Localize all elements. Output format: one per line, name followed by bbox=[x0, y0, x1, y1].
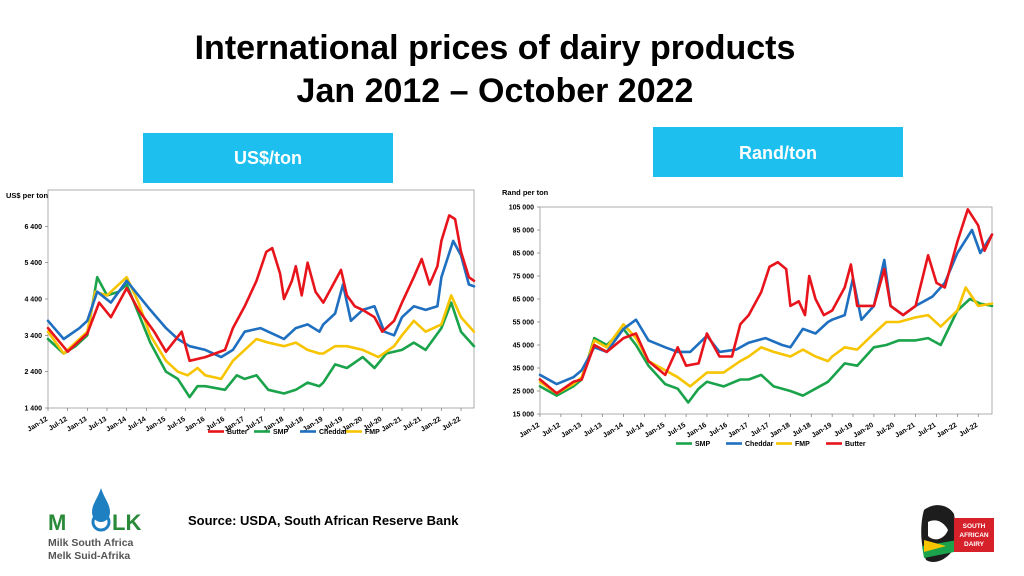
page-title-line2: Jan 2012 – October 2022 bbox=[296, 72, 694, 110]
x-tick-label: Jan-14 bbox=[105, 416, 128, 434]
x-tick-label: Jan-16 bbox=[184, 416, 207, 434]
x-tick-label: Jan-16 bbox=[685, 422, 708, 440]
y-tick-label: 45 000 bbox=[513, 343, 535, 350]
legend-label-butter: Butter bbox=[845, 441, 866, 448]
x-tick-label: Jul-17 bbox=[750, 422, 771, 439]
legend-label-butter: Butter bbox=[227, 429, 248, 436]
y-tick-label: 75 000 bbox=[513, 274, 535, 281]
x-tick-label: Jul-12 bbox=[541, 422, 562, 439]
x-tick-label: Jul-15 bbox=[166, 416, 187, 433]
legend-label-cheddar: Cheddar bbox=[745, 441, 774, 448]
x-tick-label: Jan-21 bbox=[381, 416, 404, 434]
y-tick-label: 1 400 bbox=[24, 406, 42, 413]
y-tick-label: 25 000 bbox=[513, 389, 535, 396]
y-tick-label: 5 400 bbox=[24, 260, 42, 267]
x-tick-label: Jan-15 bbox=[145, 416, 168, 434]
x-tick-label: Jan-22 bbox=[936, 422, 959, 440]
logo-right-line2: AFRICAN bbox=[959, 532, 989, 539]
y-tick-label: 2 400 bbox=[24, 369, 42, 376]
svg-text:M: M bbox=[48, 510, 66, 535]
y-tick-label: 95 000 bbox=[513, 228, 535, 235]
x-tick-label: Jul-12 bbox=[48, 416, 69, 433]
y-tick-label: 85 000 bbox=[513, 251, 535, 258]
rand-price-chart: Rand per ton 15 000 25 000 35 000 45 000 55 0… bbox=[502, 188, 994, 448]
x-tick-label: Jan-17 bbox=[727, 422, 750, 440]
x-tick-label: Jul-19 bbox=[833, 422, 854, 439]
series-line-cheddar bbox=[538, 228, 994, 386]
legend-label-fmp: FMP bbox=[795, 441, 810, 448]
svg-text:LK: LK bbox=[112, 510, 141, 535]
x-tick-label: Jul-13 bbox=[583, 422, 604, 439]
x-tick-label: Jul-16 bbox=[708, 422, 729, 439]
series-line-butter bbox=[46, 214, 476, 363]
legend-label-smp: SMP bbox=[695, 441, 711, 448]
x-tick-label: Jan-21 bbox=[894, 422, 917, 440]
logo-right-line3: DAIRY bbox=[964, 541, 985, 548]
y-tick-label: 6 400 bbox=[24, 224, 42, 231]
plot-frame bbox=[539, 206, 993, 415]
x-tick-label: Jul-14 bbox=[127, 416, 148, 433]
y-tick-label: 65 000 bbox=[513, 297, 535, 304]
south-african-dairy-logo: SOUTH AFRICAN DAIRY bbox=[921, 505, 994, 562]
y-tick-label: 15 000 bbox=[513, 412, 535, 419]
x-tick-label: Jan-20 bbox=[852, 422, 875, 440]
x-tick-label: Jan-12 bbox=[27, 416, 50, 434]
x-tick-label: Jan-12 bbox=[519, 422, 542, 440]
usd-per-ton-badge: US$/ton bbox=[143, 133, 393, 183]
logo-right-line1: SOUTH bbox=[963, 523, 986, 530]
logo-left-line1: Milk South Africa bbox=[48, 537, 134, 549]
series-line-cheddar bbox=[46, 239, 476, 359]
x-tick-label: Jan-14 bbox=[602, 422, 625, 440]
source-note: Source: USDA, South African Reserve Bank bbox=[188, 513, 459, 528]
x-tick-label: Jul-14 bbox=[625, 422, 646, 439]
x-tick-label: Jul-22 bbox=[958, 422, 979, 439]
logo-left-line2: Melk Suid-Afrika bbox=[48, 550, 130, 562]
series-line-butter bbox=[538, 208, 994, 395]
x-tick-label: Jul-15 bbox=[666, 422, 687, 439]
page-title-line1: International prices of dairy products bbox=[194, 29, 796, 67]
x-tick-label: Jul-21 bbox=[917, 422, 938, 439]
x-tick-label: Jan-18 bbox=[769, 422, 792, 440]
x-tick-label: Jul-16 bbox=[205, 416, 226, 433]
y-tick-label: 4 400 bbox=[24, 297, 42, 304]
x-tick-label: Jan-22 bbox=[420, 416, 443, 434]
x-tick-label: Jul-18 bbox=[791, 422, 812, 439]
x-tick-label: Jan-13 bbox=[560, 422, 583, 440]
plot-frame bbox=[47, 189, 475, 409]
usd-price-chart: US$ per ton 1 400 2 400 3 400 4 400 5 400 6 40… bbox=[6, 189, 476, 436]
y-axis-label: US$ per ton bbox=[6, 191, 49, 200]
legend-label-fmp: FMP bbox=[365, 429, 380, 436]
series-line-smp bbox=[46, 275, 476, 399]
series-line-fmp bbox=[46, 275, 476, 381]
y-tick-label: 105 000 bbox=[509, 205, 534, 212]
x-tick-label: Jan-15 bbox=[644, 422, 667, 440]
x-tick-label: Jan-13 bbox=[66, 416, 89, 434]
rand-per-ton-badge: Rand/ton bbox=[653, 127, 903, 177]
series-line-fmp bbox=[538, 286, 994, 395]
legend-label-cheddar: Cheddar bbox=[319, 429, 348, 436]
y-tick-label: 55 000 bbox=[513, 320, 535, 327]
x-tick-label: Jul-20 bbox=[875, 422, 896, 439]
x-tick-label: Jul-13 bbox=[87, 416, 108, 433]
x-tick-label: Jan-19 bbox=[811, 422, 834, 440]
legend-label-smp: SMP bbox=[273, 429, 289, 436]
y-tick-label: 3 400 bbox=[24, 333, 42, 340]
x-tick-label: Jul-22 bbox=[441, 416, 462, 433]
x-tick-label: Jul-17 bbox=[245, 416, 266, 433]
y-axis-label: Rand per ton bbox=[502, 188, 549, 197]
y-tick-label: 35 000 bbox=[513, 366, 535, 373]
x-tick-label: Jul-21 bbox=[402, 416, 423, 433]
milk-south-africa-logo: M LK Milk South Africa Melk Suid-Afrika bbox=[48, 488, 141, 562]
